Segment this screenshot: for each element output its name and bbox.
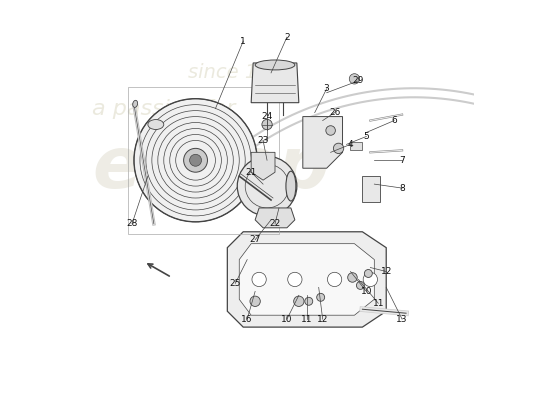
Circle shape	[250, 296, 260, 306]
Text: 27: 27	[250, 235, 261, 244]
Bar	[128, 87, 279, 234]
Polygon shape	[239, 244, 375, 315]
Text: 11: 11	[372, 299, 384, 308]
Text: 12: 12	[317, 315, 328, 324]
Circle shape	[333, 143, 344, 154]
Circle shape	[327, 272, 342, 286]
Text: 25: 25	[229, 279, 241, 288]
Text: 5: 5	[364, 132, 369, 141]
Text: 28: 28	[126, 219, 138, 228]
Text: europ: europ	[92, 134, 329, 203]
Polygon shape	[251, 152, 275, 180]
Circle shape	[262, 119, 272, 130]
Text: 4: 4	[348, 140, 353, 149]
Circle shape	[348, 273, 358, 282]
Polygon shape	[227, 232, 386, 327]
Text: 7: 7	[399, 156, 405, 165]
Text: 10: 10	[281, 315, 293, 324]
Text: 10: 10	[361, 287, 372, 296]
Circle shape	[184, 148, 207, 172]
Circle shape	[288, 272, 302, 286]
Text: 13: 13	[397, 315, 408, 324]
Text: a passion for: a passion for	[92, 99, 235, 119]
Text: 22: 22	[270, 219, 280, 228]
Circle shape	[349, 74, 360, 84]
Text: 21: 21	[245, 168, 257, 177]
Ellipse shape	[255, 60, 295, 70]
Circle shape	[305, 297, 313, 305]
Text: 23: 23	[257, 136, 269, 145]
Circle shape	[356, 282, 364, 289]
Text: 11: 11	[301, 315, 312, 324]
Ellipse shape	[286, 171, 296, 201]
Text: since 1985: since 1985	[188, 63, 294, 82]
Text: 8: 8	[399, 184, 405, 192]
Circle shape	[363, 272, 377, 286]
Ellipse shape	[148, 120, 164, 130]
Text: 3: 3	[324, 84, 329, 93]
Text: 16: 16	[241, 315, 253, 324]
Text: 24: 24	[261, 112, 273, 121]
Text: 29: 29	[353, 76, 364, 85]
Bar	[362, 176, 380, 202]
Circle shape	[252, 272, 266, 286]
Text: 12: 12	[381, 267, 392, 276]
Text: 6: 6	[391, 116, 397, 125]
Text: 2: 2	[284, 33, 290, 42]
Polygon shape	[303, 116, 343, 168]
Text: 26: 26	[329, 108, 340, 117]
Circle shape	[364, 270, 372, 278]
Circle shape	[134, 99, 257, 222]
Circle shape	[294, 296, 304, 306]
Bar	[350, 142, 362, 150]
Circle shape	[190, 154, 201, 166]
Text: 1: 1	[240, 37, 246, 46]
Polygon shape	[251, 63, 299, 103]
Ellipse shape	[133, 100, 138, 108]
Circle shape	[317, 293, 324, 301]
Circle shape	[237, 156, 297, 216]
Circle shape	[326, 126, 336, 135]
Polygon shape	[255, 208, 295, 228]
